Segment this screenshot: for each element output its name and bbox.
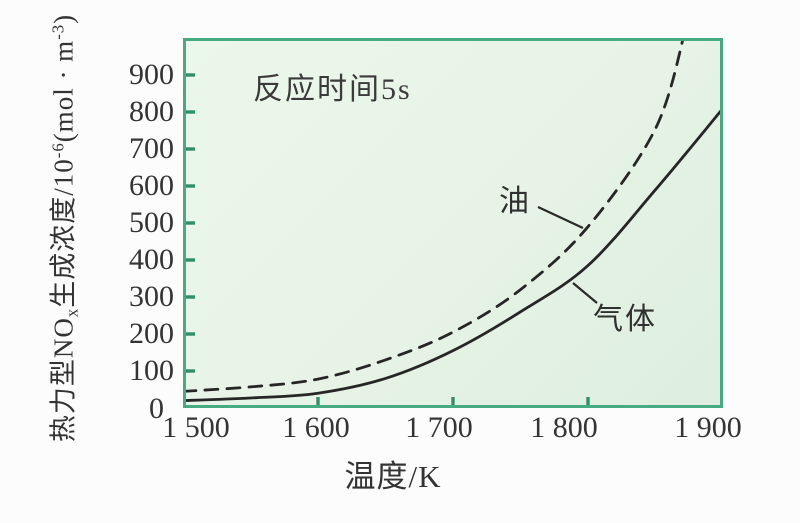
y-origin-label: 0: [149, 392, 164, 425]
y-tick-label: 500: [129, 206, 174, 239]
x-axis-title: 温度/K: [344, 459, 442, 494]
x-tick-label: 1 900: [674, 411, 742, 444]
y-tick-label: 700: [129, 132, 174, 165]
y-axis-tick-labels: 900 800 700 600 500 400 300 200 100 0: [0, 38, 176, 428]
chart-canvas: [183, 38, 723, 408]
plot-area: 反应时间5s 油 气体: [183, 38, 723, 408]
y-axis-title-unit-close: ): [48, 13, 79, 24]
y-tick-label: 300: [129, 280, 174, 313]
x-tick-label: 1 700: [405, 411, 473, 444]
x-axis-tick-labels: 1 500 1 600 1 700 1 800 1 900: [162, 411, 742, 447]
y-tick-label: 400: [129, 243, 174, 276]
oil-label-leader-line: [537, 206, 584, 229]
y-tick-label: 600: [129, 169, 174, 202]
curve-oil: [183, 38, 685, 393]
y-tick-label: 100: [129, 354, 174, 387]
x-tick-label: 1 600: [282, 411, 350, 444]
x-tick-label: 1 500: [162, 411, 230, 444]
y-tick-label: 200: [129, 317, 174, 350]
y-tick-label: 800: [129, 95, 174, 128]
x-tick-label: 1 800: [530, 411, 598, 444]
series-label-gas: 气体: [593, 303, 657, 336]
reaction-time-annotation: 反应时间5s: [253, 73, 412, 106]
plot-border: [183, 38, 723, 408]
y-tick-label: 900: [129, 58, 174, 91]
curve-gas: [183, 106, 723, 402]
series-label-oil: 油: [499, 185, 529, 218]
gas-label-leader-line: [572, 282, 598, 304]
